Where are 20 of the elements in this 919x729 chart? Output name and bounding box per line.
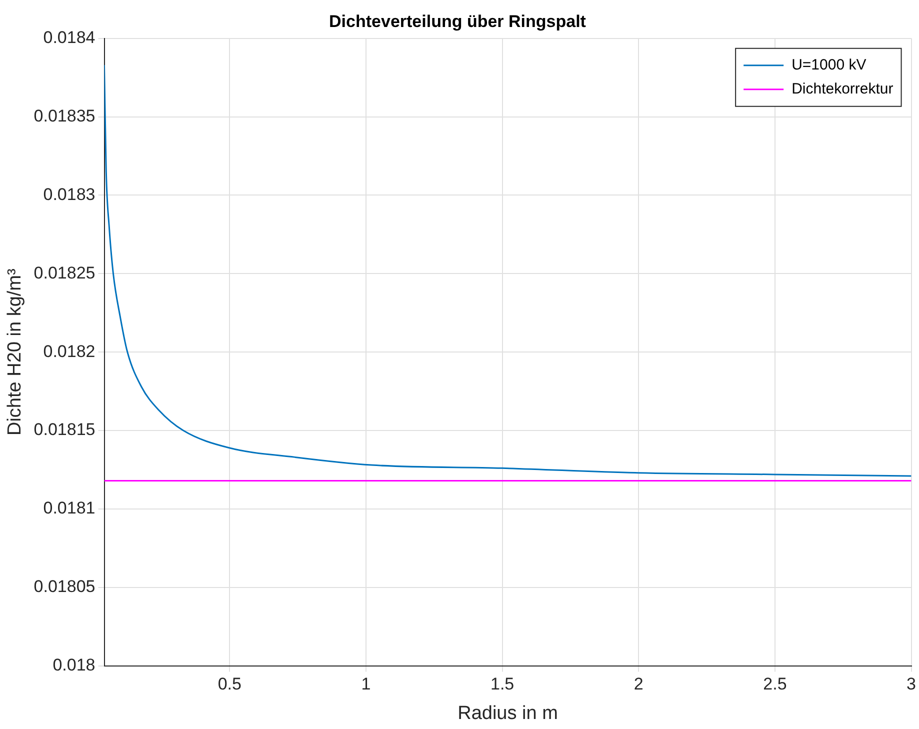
x-tick-label: 1 [361,674,371,694]
x-tick-label: 0.5 [218,674,242,694]
y-tick-label: 0.018 [52,655,96,674]
y-tick-label: 0.01815 [34,420,96,440]
y-axis-title: Dichte H20 in kg/m³ [4,268,26,436]
x-tick-label: 2 [634,674,644,694]
x-axis-title: Radius in m [458,702,558,724]
legend-label: U=1000 kV [792,56,866,74]
y-tick-label: 0.01825 [34,263,96,282]
legend-label: Dichtekorrektur [792,80,894,98]
x-tick-label: 3 [906,674,916,694]
chart-title: Dichteverteilung über Ringspalt [329,12,586,31]
y-tick-label: 0.0184 [43,28,96,48]
y-tick-label: 0.0182 [43,342,96,361]
y-tick-label: 0.0183 [43,184,96,204]
y-tick-label: 0.01805 [34,577,96,596]
y-tick-label: 0.01835 [34,106,96,126]
y-tick-label: 0.0181 [43,498,96,518]
x-tick-label: 2.5 [763,674,787,694]
x-tick-label: 1.5 [490,674,514,694]
